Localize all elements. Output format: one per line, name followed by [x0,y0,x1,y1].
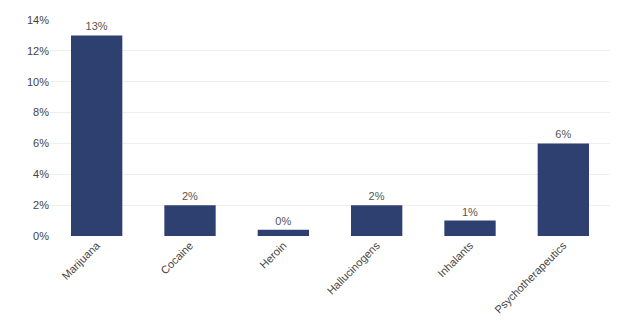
svg-text:13%: 13% [86,20,108,32]
svg-text:0%: 0% [275,215,291,227]
svg-text:Cocaine: Cocaine [158,239,195,276]
svg-text:2%: 2% [33,199,49,211]
svg-text:10%: 10% [27,76,49,88]
svg-text:4%: 4% [33,168,49,180]
svg-text:12%: 12% [27,45,49,57]
svg-text:6%: 6% [33,137,49,149]
svg-text:Inhalants: Inhalants [435,239,475,279]
svg-text:Hallucinogens: Hallucinogens [325,239,383,297]
svg-text:6%: 6% [555,128,571,140]
svg-text:2%: 2% [182,190,198,202]
svg-text:1%: 1% [462,206,478,218]
svg-text:Heroin: Heroin [257,239,288,270]
svg-text:14%: 14% [27,14,49,26]
svg-text:Psychotherapeutics: Psychotherapeutics [492,239,569,316]
svg-text:2%: 2% [369,190,385,202]
svg-text:0%: 0% [33,230,49,242]
svg-text:Marijuana: Marijuana [59,239,102,282]
svg-text:8%: 8% [33,106,49,118]
